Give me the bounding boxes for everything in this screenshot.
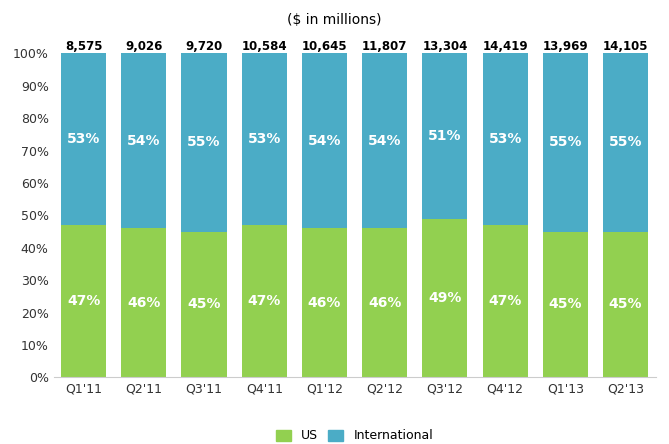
Bar [302,228,347,377]
Bar [302,53,347,228]
Text: 54%: 54% [368,134,401,148]
Text: 46%: 46% [308,296,341,310]
Bar [362,53,407,228]
Bar [422,53,468,218]
Text: 54%: 54% [127,134,161,148]
Bar [362,228,407,377]
Bar [121,228,167,377]
Bar [603,232,648,377]
Text: 11,807: 11,807 [362,40,407,53]
Text: 47%: 47% [248,294,281,308]
Bar [543,232,588,377]
Text: 45%: 45% [549,297,582,312]
Text: 53%: 53% [67,132,100,146]
Text: 45%: 45% [187,297,221,312]
Text: 45%: 45% [609,297,642,312]
Bar [482,225,528,377]
Text: 10,645: 10,645 [302,40,347,53]
Text: 55%: 55% [549,135,582,150]
Text: 47%: 47% [488,294,522,308]
Text: 54%: 54% [308,134,341,148]
Bar [61,225,106,377]
Text: 55%: 55% [609,135,642,150]
Text: ($ in millions): ($ in millions) [287,13,382,28]
Bar [242,53,287,225]
Text: 13,969: 13,969 [543,40,588,53]
Bar [422,218,468,377]
Legend: US, International: US, International [276,429,433,443]
Text: 8,575: 8,575 [65,40,102,53]
Text: 49%: 49% [428,291,462,305]
Text: 55%: 55% [187,135,221,150]
Bar [543,53,588,232]
Text: 46%: 46% [368,296,401,310]
Bar [181,53,227,232]
Text: 10,584: 10,584 [242,40,287,53]
Bar [121,53,167,228]
Bar [242,225,287,377]
Bar [181,232,227,377]
Text: 9,026: 9,026 [125,40,163,53]
Text: 51%: 51% [428,129,462,143]
Text: 9,720: 9,720 [185,40,223,53]
Text: 53%: 53% [488,132,522,146]
Bar [603,53,648,232]
Bar [61,53,106,225]
Text: 47%: 47% [67,294,100,308]
Text: 46%: 46% [127,296,161,310]
Text: 14,105: 14,105 [603,40,648,53]
Text: 53%: 53% [248,132,281,146]
Text: 13,304: 13,304 [422,40,468,53]
Text: 14,419: 14,419 [482,40,528,53]
Bar [482,53,528,225]
